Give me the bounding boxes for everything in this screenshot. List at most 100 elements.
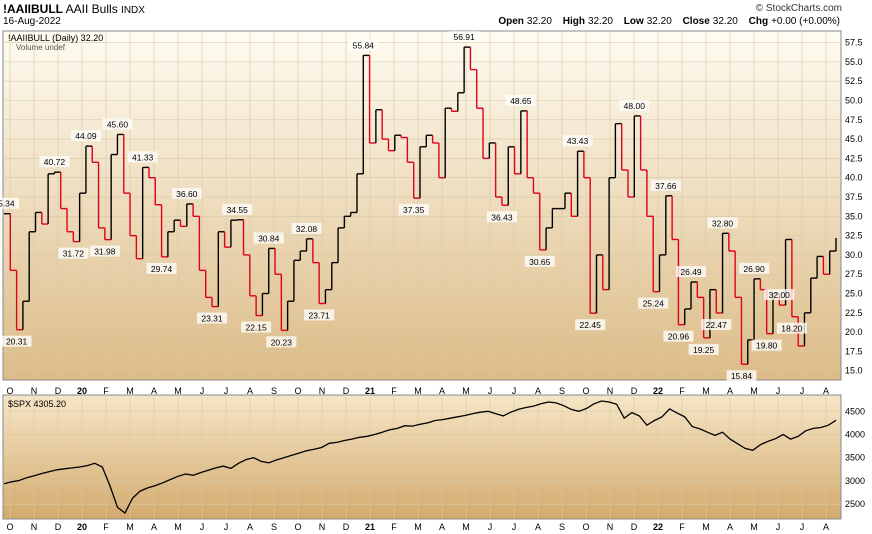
- open-label: Open: [498, 16, 524, 27]
- volume-legend: Volume undef: [16, 43, 66, 52]
- y-tick-label: 57.5: [845, 38, 863, 48]
- data-label: 36.60: [176, 189, 198, 199]
- x-tick-label: M: [174, 522, 182, 532]
- x-tick-label: M: [750, 522, 758, 532]
- spx-gridlines: [3, 395, 841, 519]
- y-tick-label: 45.0: [845, 134, 863, 144]
- data-label: 20.96: [668, 332, 690, 342]
- x-tick-label: D: [631, 522, 638, 532]
- y-tick-label: 55.0: [845, 57, 863, 67]
- data-label: 36.43: [491, 212, 513, 222]
- x-tick-label: M: [462, 386, 470, 396]
- spx-line: [3, 400, 837, 514]
- y-tick-label: 3000: [845, 476, 865, 486]
- x-tick-label: J: [224, 522, 229, 532]
- data-label-box: [449, 31, 480, 43]
- symbol-name: AAII Bulls: [65, 2, 118, 16]
- x-tick-label: A: [247, 386, 253, 396]
- copyright[interactable]: © StockCharts.com: [755, 3, 842, 14]
- data-label-box: [650, 179, 681, 191]
- x-tick-label: N: [607, 386, 614, 396]
- data-label-box: [304, 309, 335, 321]
- data-label-box: [171, 187, 202, 199]
- x-tick-label: F: [103, 522, 109, 532]
- data-label-box: [776, 322, 807, 334]
- data-label-box: [707, 217, 738, 229]
- y-tick-label: 37.5: [845, 192, 863, 202]
- data-label-box: [676, 266, 707, 278]
- y-tick-label: 4000: [845, 429, 865, 439]
- high-value: 32.20: [587, 16, 613, 27]
- x-tick-label: J: [512, 522, 517, 532]
- x-tick-label: 22: [653, 386, 663, 396]
- y-tick-label: 27.5: [845, 269, 863, 279]
- x-tick-label: O: [582, 386, 589, 396]
- aaii-bulls-series: [4, 46, 837, 365]
- y-tick-label: 47.5: [845, 115, 863, 125]
- data-label-box: [638, 297, 669, 309]
- data-label-box: [398, 204, 429, 216]
- x-tick-label: A: [439, 522, 445, 532]
- y-tick-label: 20.0: [845, 327, 863, 337]
- y-tick-label: 3500: [845, 453, 865, 463]
- x-tick-label: D: [631, 386, 638, 396]
- x-tick-label: S: [271, 522, 277, 532]
- y-tick-label: 52.5: [845, 76, 863, 86]
- chg-label: Chg: [748, 16, 769, 27]
- x-tick-label: M: [702, 522, 710, 532]
- x-tick-label: S: [271, 386, 277, 396]
- x-tick-label: N: [319, 386, 326, 396]
- data-label-box: [619, 99, 650, 111]
- y-tick-label: 4500: [845, 406, 865, 416]
- data-label: 32.80: [712, 218, 734, 228]
- data-label: 41.33: [132, 152, 154, 162]
- open-value: 32.20: [526, 16, 552, 27]
- data-label: 22.45: [580, 320, 602, 330]
- data-label: 32.00: [769, 290, 791, 300]
- x-tick-label: M: [750, 386, 758, 396]
- data-label: 32.08: [296, 224, 318, 234]
- y-tick-label: 22.5: [845, 308, 863, 318]
- symbol: !AAIIBULL: [3, 2, 63, 16]
- data-label-box: [291, 222, 322, 234]
- main-x-axis: O N D 20 F M A M J J A S O N D 21 F M A M J J A S O N D 22 F M A M J J A: [6, 386, 829, 396]
- data-label-box: [39, 156, 70, 168]
- x-tick-label: N: [319, 522, 326, 532]
- x-tick-label: J: [800, 386, 805, 396]
- x-tick-label: J: [512, 386, 517, 396]
- x-tick-label: F: [679, 522, 685, 532]
- x-tick-label: A: [439, 386, 445, 396]
- data-label: 23.31: [201, 314, 223, 324]
- x-tick-label: O: [582, 522, 589, 532]
- close-value: 32.20: [712, 16, 738, 27]
- data-label-box: [58, 247, 89, 259]
- x-tick-label: S: [559, 522, 565, 532]
- y-tick-label: 30.0: [845, 250, 863, 260]
- data-label-box: [1, 335, 32, 347]
- x-tick-label: 20: [77, 386, 87, 396]
- low-value: 32.20: [646, 16, 672, 27]
- data-label: 43.43: [567, 136, 589, 146]
- x-tick-label: A: [823, 386, 829, 396]
- x-tick-label: M: [414, 386, 422, 396]
- data-label-box: [348, 39, 379, 51]
- x-tick-label: O: [6, 522, 13, 532]
- x-tick-label: J: [200, 386, 205, 396]
- x-tick-label: D: [343, 522, 350, 532]
- x-tick-label: O: [294, 386, 301, 396]
- y-tick-label: 15.0: [845, 366, 863, 376]
- x-tick-label: D: [55, 386, 62, 396]
- x-tick-label: J: [488, 522, 493, 532]
- data-label: 26.49: [680, 267, 702, 277]
- data-label-box: [146, 262, 177, 274]
- ohlc-readout: Open 32.20 High 32.20 Low 32.20 Close 32.20 …: [490, 16, 840, 27]
- data-label: 30.65: [529, 257, 551, 267]
- data-label: 37.66: [655, 181, 677, 191]
- data-label: 19.25: [693, 345, 715, 355]
- data-label: 29.74: [151, 264, 173, 274]
- y-tick-label: 25.0: [845, 289, 863, 299]
- x-tick-label: 21: [365, 386, 375, 396]
- x-tick-label: N: [31, 522, 38, 532]
- data-label-box: [726, 370, 757, 382]
